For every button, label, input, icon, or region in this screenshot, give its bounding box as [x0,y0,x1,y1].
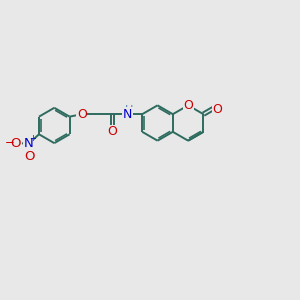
Text: O: O [77,108,87,121]
Text: H: H [124,105,133,115]
Text: O: O [183,99,193,112]
Text: O: O [212,103,222,116]
Text: −: − [5,136,15,149]
Text: +: + [29,134,36,143]
Text: N: N [123,108,132,121]
Text: O: O [107,125,117,138]
Text: O: O [11,136,21,150]
Text: O: O [25,150,35,163]
Text: N: N [24,137,34,150]
